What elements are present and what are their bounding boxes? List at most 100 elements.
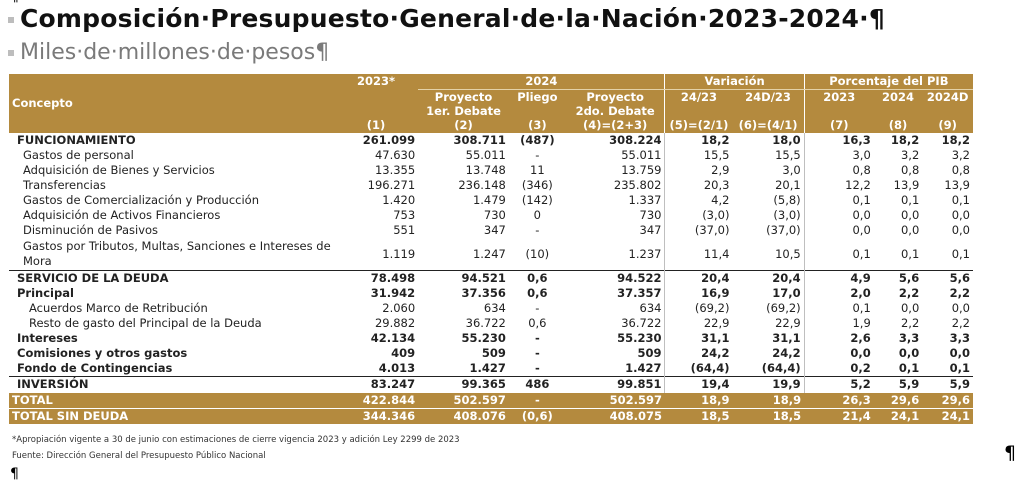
row-value: - — [535, 223, 540, 237]
row-value: 0,1 — [951, 246, 970, 261]
header-2024: 2024 — [418, 74, 665, 90]
row-value: 344.346 — [333, 408, 419, 424]
row-value: 0,1 — [900, 193, 920, 207]
table-row: INVERSIÓN 83.247 99.365 486 99.851 19,4 19,9 5,… — [9, 376, 973, 393]
row-value: 21,4 — [804, 408, 874, 424]
header-code: (4)=(2+3) — [565, 118, 665, 133]
header-row-1: Concepto 2023* 2024 Variación Porcentaje… — [9, 74, 973, 133]
row-value: 20,3 — [664, 178, 733, 193]
row-value: 730 — [639, 208, 662, 222]
row-value: 13,9 — [944, 178, 970, 192]
subtitle-text: Miles·de·millones·de·pesos¶ — [20, 40, 330, 65]
bullet-icon — [8, 17, 14, 23]
row-value: 99.851 — [565, 376, 665, 393]
header-code: (5)=(2/1) — [664, 118, 733, 133]
table-row: FUNCIONAMIENTO 261.099 308.711 (487) 308.224… — [9, 133, 973, 148]
table-totals: TOTAL 422.844 502.597-502.597 18,9 18,9 26,3 2… — [9, 392, 973, 424]
page-title: Composición·Presupuesto·General·de·la·Na… — [8, 4, 885, 33]
header-code: (7) — [803, 118, 874, 133]
row-value: 5,6 — [873, 270, 923, 286]
row-value: 55.011 — [621, 148, 662, 162]
row-value: (0,6) — [508, 408, 566, 424]
row-value: 3,2 — [951, 148, 970, 162]
row-value: 0,8 — [951, 163, 970, 177]
row-label: Disminución de Pasivos — [23, 223, 159, 237]
row-value: 55.011 — [465, 148, 506, 162]
row-label: Adquisición de Bienes y Servicios — [23, 163, 215, 177]
table-row: Fondo de Contingencias 4.013 1.427-1.427 (6… — [9, 361, 973, 377]
row-value: - — [534, 331, 540, 345]
table-row: Principal 31.942 37.356 0,6 37.357 16,9 17,0 2,… — [9, 286, 973, 301]
row-value: 55.230 — [617, 331, 662, 345]
row-label: Intereses — [17, 331, 78, 345]
row-value: 409 — [391, 346, 416, 360]
row-value: 0,1 — [900, 246, 920, 261]
row-value: 0,8 — [900, 163, 920, 177]
row-value: 29.882 — [374, 316, 416, 330]
title-text: Composición·Presupuesto·General·de·la·Na… — [20, 4, 885, 33]
row-label: Acuerdos Marco de Retribución — [29, 301, 208, 315]
row-value: 0,0 — [900, 301, 920, 315]
row-value: 29,6 — [873, 392, 923, 409]
header-pib-2024d: 2024D — [922, 89, 973, 118]
header-proyecto-1er-l1: Proyecto — [434, 90, 493, 104]
row-value: 47.630 — [374, 148, 416, 162]
row-value: 94.521 — [418, 270, 509, 286]
row-value: 2,2 — [898, 286, 920, 300]
row-value: (37,0) — [766, 223, 801, 237]
row-value: 4,2 — [664, 193, 733, 208]
table-row: Transferencias 196.271 236.148 (346) 235.802… — [9, 178, 973, 193]
pilcrow-right: ¶ — [1004, 442, 1017, 464]
row-value: 308.224 — [609, 133, 662, 147]
header-row-2: Proyecto 1er. Debate Pliego Proyecto 2do. … — [9, 89, 973, 118]
header-code: (6)=(4/1) — [732, 118, 805, 133]
row-value: 19,4 — [664, 376, 733, 393]
row-value: 11 — [530, 163, 545, 177]
row-value: 94.522 — [565, 270, 665, 286]
row-value: - — [534, 361, 540, 375]
row-value: 0 — [533, 208, 541, 222]
row-value: 22,9 — [664, 316, 733, 331]
row-value: 347 — [639, 223, 662, 237]
row-value: 29,6 — [922, 392, 973, 409]
row-value: 0,1 — [803, 301, 874, 316]
header-proyecto-2do: Proyecto 2do. Debate — [565, 89, 665, 118]
row-value: 42.134 — [370, 331, 416, 345]
row-label: Principal — [17, 286, 74, 300]
row-label: Fondo de Contingencias — [17, 361, 173, 375]
row-label: SERVICIO DE LA DEUDA — [9, 270, 334, 286]
row-value: 13.748 — [465, 163, 506, 177]
row-value: 24,2 — [664, 346, 733, 361]
header-code: (8) — [873, 118, 923, 133]
row-value: 31.942 — [370, 286, 416, 300]
row-value: 36.722 — [621, 316, 662, 330]
row-value: 10,5 — [775, 246, 801, 261]
row-value: 22,9 — [775, 316, 801, 330]
row-value: 16,3 — [803, 133, 874, 148]
row-value: 3,3 — [949, 331, 970, 345]
row-value: - — [535, 301, 540, 315]
row-value: 1.479 — [472, 193, 506, 207]
row-label: TOTAL SIN DEUDA — [9, 408, 334, 424]
row-value: 502.597 — [418, 392, 509, 409]
row-value: 3,3 — [898, 331, 920, 345]
header-code: (3) — [508, 118, 566, 133]
row-value: 20,4 — [732, 270, 805, 286]
header-proyecto-2do-l1: Proyecto — [586, 90, 644, 104]
row-value: 261.099 — [362, 133, 416, 147]
row-label: Gastos de personal — [23, 148, 134, 162]
row-value: (3,0) — [773, 208, 801, 222]
header-code: (2) — [418, 118, 509, 133]
row-value: 196.271 — [367, 178, 416, 192]
row-value: (69,2) — [664, 301, 733, 316]
row-value: 308.711 — [453, 133, 506, 147]
header-pib: Porcentaje del PIB — [803, 74, 973, 90]
pilcrow-top: ¶ — [10, 0, 19, 5]
row-value: (142) — [521, 193, 553, 207]
row-value: 502.597 — [565, 392, 665, 409]
header-proyecto-1er: Proyecto 1er. Debate — [418, 89, 509, 118]
row-label: INVERSIÓN — [9, 376, 334, 393]
row-value: 1.119 — [382, 246, 416, 261]
row-value: 18,5 — [732, 408, 805, 424]
header-pliego: Pliego — [508, 89, 566, 118]
